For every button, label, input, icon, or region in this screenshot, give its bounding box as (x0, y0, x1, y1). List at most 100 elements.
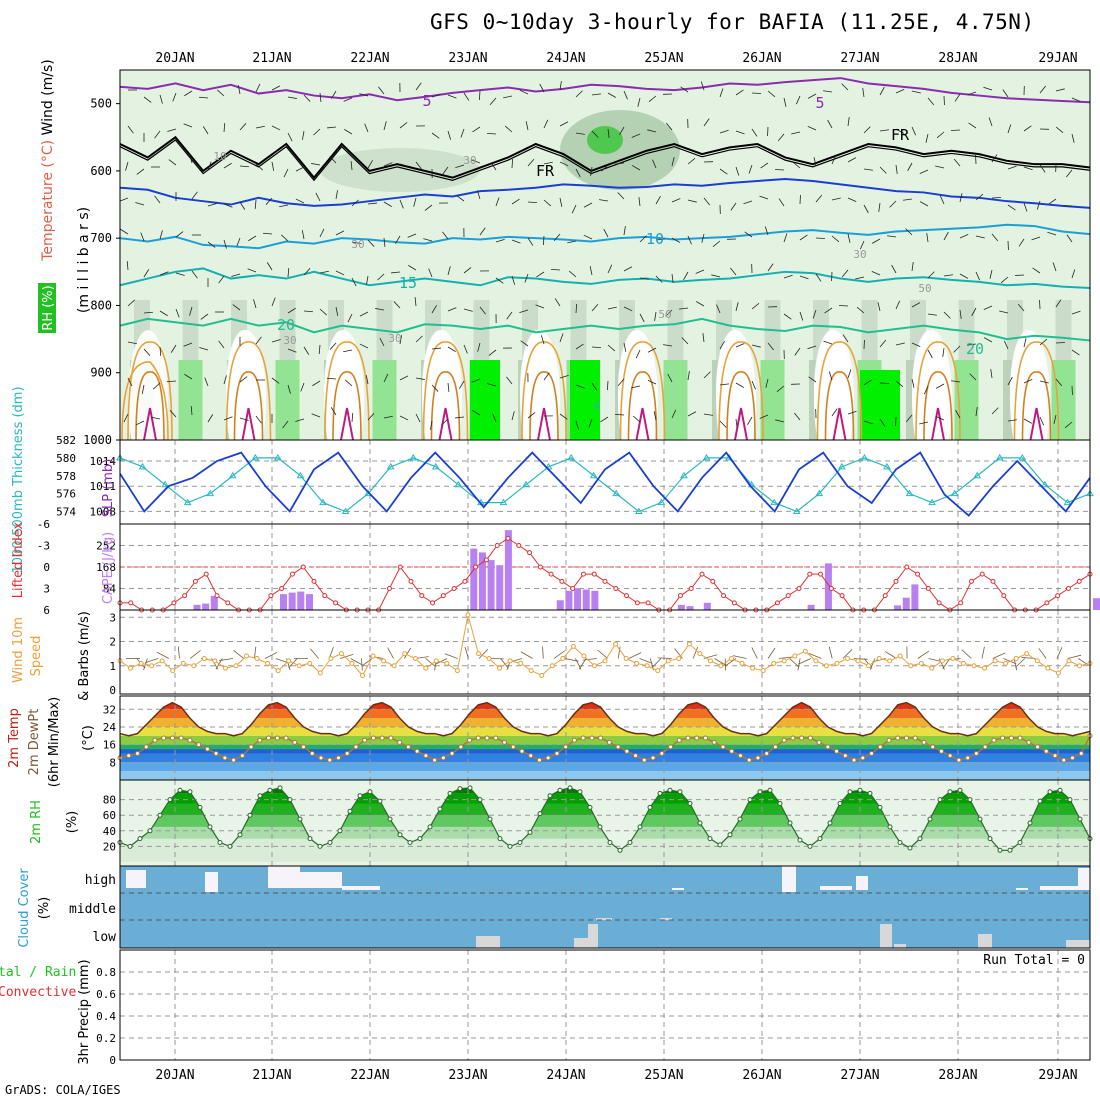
wind10m-speed-line-point (781, 658, 787, 664)
wind-barb (351, 199, 359, 207)
wind-barb (783, 97, 787, 107)
wind-barb (671, 157, 675, 167)
dewpoint-line-point (580, 735, 586, 741)
date-label-top: 24JAN (546, 51, 585, 66)
wind-barb (345, 379, 353, 387)
wind-barb (831, 197, 841, 201)
thickness-line-point (319, 498, 327, 506)
wind-barb (775, 419, 785, 423)
wind10m-barb (542, 646, 544, 659)
thickness-line-point (454, 480, 463, 488)
lifted-index-line-point (268, 593, 274, 599)
lifted-index-line-point (279, 586, 285, 591)
dewpoint-line-point (344, 750, 350, 756)
rh-line-point (547, 793, 553, 799)
rh-line-point (167, 797, 173, 803)
wind-barb (828, 371, 833, 381)
thickness-line-point (386, 462, 395, 470)
wind-barb (927, 271, 935, 279)
wind-barb (184, 90, 193, 97)
dewpoint-line-point (956, 757, 962, 763)
wind-barb (783, 313, 792, 320)
date-label-top: 27JAN (840, 51, 879, 66)
wind-barb (431, 347, 441, 350)
wind-barb (607, 92, 616, 98)
temp-unit-label-part: (°C) (81, 725, 96, 751)
wind-barb (189, 154, 193, 164)
wind-barb (295, 418, 305, 422)
pressure-tick-label: 800 (90, 298, 112, 312)
wind-barb (143, 96, 152, 103)
wind-barb (231, 273, 241, 277)
lifted-index-line-point (494, 543, 500, 548)
wind-barb (792, 161, 801, 169)
wind-barb (807, 93, 817, 99)
precip-axis-label: 3hr Precip (mm) (77, 959, 92, 1064)
thickness-line-point (657, 498, 666, 506)
dewpoint-line-point (213, 750, 219, 756)
wind-barb (559, 333, 564, 343)
wind-barb (607, 128, 610, 138)
wind-barb (813, 157, 817, 167)
cape-bar (1093, 598, 1100, 610)
wind-barb (863, 420, 873, 425)
wind10m-barb (789, 658, 800, 668)
lifted-index-line-point (591, 571, 597, 577)
wind-barb (679, 307, 689, 310)
wind-barb (919, 421, 929, 425)
wind-barb (223, 203, 233, 208)
wind-barb (271, 125, 281, 131)
pressure-tick-label: 1000 (83, 433, 112, 447)
rh-line-point (367, 789, 373, 795)
wind10m-barb (981, 646, 985, 659)
convective-contour (225, 341, 272, 441)
wind-barb (543, 119, 549, 129)
rh-shade-column (760, 360, 785, 440)
precip-tick-label: 0.6 (96, 988, 116, 1001)
wind-barb (479, 306, 486, 315)
dewpoint-line-point (764, 750, 770, 756)
wind-barb (719, 129, 729, 134)
wind-barb (879, 418, 886, 427)
wind-barb (377, 273, 385, 281)
wind-barb (1007, 376, 1013, 386)
thickness-line-point (770, 498, 779, 506)
wind10m-barb (387, 647, 394, 659)
wind-barb (168, 159, 177, 166)
thickness-line-point (634, 507, 643, 515)
dewpoint-line-point (606, 739, 612, 745)
rh-line-point (197, 804, 203, 810)
date-label-top: 28JAN (938, 51, 977, 66)
wind-barb (943, 274, 953, 277)
wind-barb (207, 203, 217, 207)
temp-band (120, 718, 1090, 727)
cloud-gap (820, 886, 852, 890)
upper-air-ylabel-part: Wind (m/s) (40, 59, 56, 135)
wind-barb (351, 412, 354, 423)
wind-barb (383, 373, 389, 383)
rh-line-point (257, 793, 263, 799)
thickness-line-point (138, 462, 147, 470)
rh-line-point (537, 811, 543, 817)
wind-barb (159, 271, 169, 276)
wind10m-speed-line-point (475, 651, 481, 657)
wind-barb (447, 130, 452, 140)
wind-barb (935, 415, 945, 421)
wind-barb (202, 126, 209, 135)
rh-line-point (267, 787, 273, 793)
wind-barb (559, 121, 569, 127)
wind-barb (923, 385, 929, 395)
wind-barb (619, 126, 625, 135)
dewpoint-line-point (947, 753, 953, 759)
wind-barb (588, 418, 593, 428)
wind-barb (635, 349, 641, 359)
lifted-index-line-point (580, 571, 586, 577)
rh-line-point (627, 840, 633, 845)
rh-axis-label-part: RH (%) (41, 285, 56, 330)
dewpoint-line-point (641, 757, 647, 763)
wind10m-speed-line-point (370, 653, 376, 659)
lifted-index-line-point (408, 578, 414, 584)
wind10m-barb (657, 657, 672, 659)
thickness-tick-label: 578 (56, 470, 76, 483)
wind-barb (265, 197, 273, 205)
